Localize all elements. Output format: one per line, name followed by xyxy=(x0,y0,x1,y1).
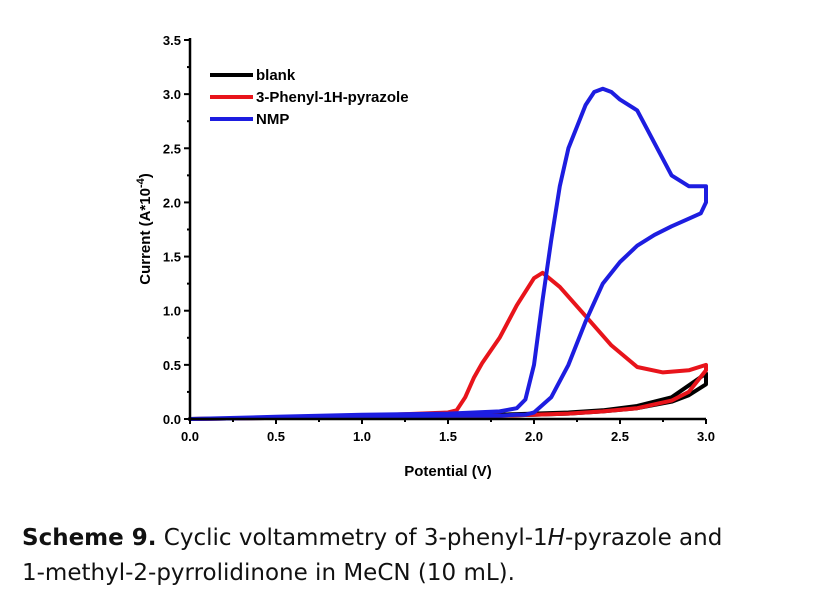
y-axis-label: Current (A*10-4) xyxy=(135,173,154,284)
legend-label: NMP xyxy=(256,111,289,128)
legend: blank 3-Phenyl-1H-pyrazole NMP xyxy=(210,67,409,128)
caption-line1-b: -pyrazole and xyxy=(564,525,723,551)
y-tick-label: 1.5 xyxy=(163,250,181,265)
x-tick-label: 2.5 xyxy=(611,429,629,444)
series-line-3-phenyl-1h-pyrazole xyxy=(188,270,708,421)
x-axis-label: Potential (V) xyxy=(404,463,492,480)
x-tick-label: 2.0 xyxy=(525,429,543,444)
series-layer xyxy=(188,86,708,421)
y-axis-label-suffix: ) xyxy=(137,173,154,178)
y-tick-label: 0.5 xyxy=(163,358,181,373)
caption-label: Scheme 9. xyxy=(22,525,157,551)
y-tick-label: 2.0 xyxy=(163,195,181,210)
figure-caption: Scheme 9. Cyclic voltammetry of 3-phenyl… xyxy=(22,521,822,591)
caption-line1-a: Cyclic voltammetry of 3-phenyl-1 xyxy=(156,525,548,551)
cyclic-voltammetry-chart: 0.0 0.5 1.0 1.5 2.0 2.5 3.0 0.0 0.5 1.0 1.5 2.0 2.5… xyxy=(135,33,715,480)
x-tick-label: 0.0 xyxy=(181,429,199,444)
x-tick-label: 1.0 xyxy=(353,429,371,444)
caption-line2: 1-methyl-2-pyrrolidinone in MeCN (10 mL)… xyxy=(22,560,515,586)
y-ticks: 0.0 0.5 1.0 1.5 2.0 2.5 3.0 3.5 xyxy=(163,33,190,427)
x-ticks: 0.0 0.5 1.0 1.5 2.0 2.5 3.0 xyxy=(181,419,715,444)
y-axis-label-exponent: -4 xyxy=(135,177,147,188)
y-tick-label: 0.0 xyxy=(163,412,181,427)
y-tick-label: 1.0 xyxy=(163,304,181,319)
legend-label: 3-Phenyl-1H-pyrazole xyxy=(256,89,409,106)
x-tick-label: 0.5 xyxy=(267,429,285,444)
y-tick-label: 3.0 xyxy=(163,87,181,102)
y-tick-label: 3.5 xyxy=(163,33,181,48)
x-tick-label: 1.5 xyxy=(439,429,457,444)
y-axis-label-main: Current (A*10 xyxy=(137,188,154,285)
series-line-nmp xyxy=(188,86,708,421)
x-tick-label: 3.0 xyxy=(697,429,715,444)
y-tick-label: 2.5 xyxy=(163,141,181,156)
caption-line1-italic: H xyxy=(547,525,565,551)
legend-label: blank xyxy=(256,67,296,84)
